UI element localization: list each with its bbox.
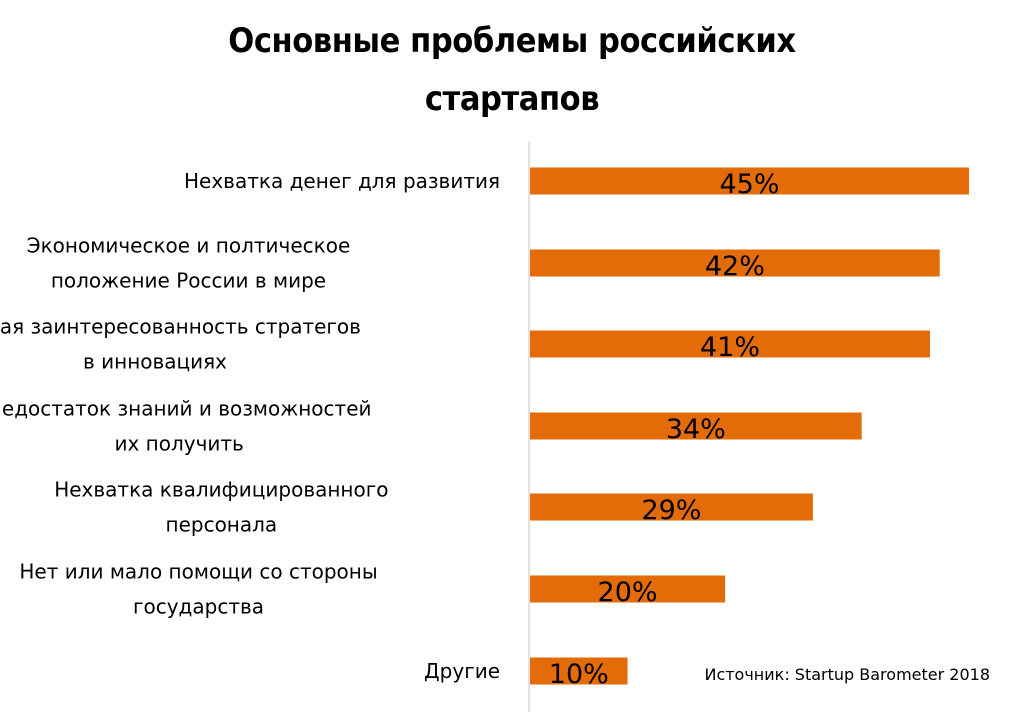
category-label-3: Недостаток знаний и возможностей их получ…: [0, 397, 371, 456]
category-label-0: Нехватка денег для развития: [184, 169, 500, 193]
bar-6: [530, 657, 628, 685]
category-label-line: Другие: [424, 659, 500, 683]
category-label-line: Нехватка квалифицированного: [54, 478, 388, 502]
value-label-1: 42%: [705, 251, 765, 282]
category-label-line: Низкая заинтересованность стратегов: [0, 315, 361, 339]
category-label-line: Недостаток знаний и возможностей: [0, 397, 371, 421]
value-label-4: 29%: [641, 495, 701, 526]
category-label-2: Низкая заинтересованность стратегов в инн…: [0, 315, 361, 374]
category-label-line: Нет или мало помощи со стороны: [19, 560, 377, 584]
bar-1: [530, 249, 940, 277]
value-label-5: 20%: [598, 577, 658, 608]
bar-2: [530, 330, 930, 358]
category-label-6: Другие: [424, 659, 500, 683]
category-label-line: Нехватка денег для развития: [184, 169, 500, 193]
category-label-1: Экономическое и полтическое положение Рос…: [27, 234, 351, 293]
category-label-line: положение России в мире: [51, 269, 326, 293]
bar-5: [530, 575, 726, 603]
value-label-2: 41%: [700, 332, 760, 363]
value-label-6: 10%: [549, 659, 609, 690]
category-label-line: персонала: [166, 513, 278, 537]
bar-0: [530, 167, 969, 195]
value-labels-layer: 45% 42% 41% 34% 29% 20% 10%: [549, 169, 780, 690]
category-label-line: государства: [133, 595, 264, 619]
value-label-3: 34%: [666, 414, 726, 445]
chart-title: Основные проблемы российских стартапов: [228, 21, 796, 119]
category-label-line: Экономическое и полтическое: [27, 234, 351, 258]
bar-4: [530, 493, 813, 521]
bar-3: [530, 412, 862, 440]
category-label-line: в инновациях: [83, 350, 227, 374]
category-label-line: их получить: [114, 432, 243, 456]
bars-layer: [530, 167, 969, 685]
source-note: Источник: Startup Barometer 2018: [704, 665, 990, 684]
category-label-4: Нехватка квалифицированного персонала: [54, 478, 388, 537]
category-label-5: Нет или мало помощи со стороны государств…: [19, 560, 377, 619]
category-labels-layer: Нехватка денег для развития Экономическое…: [0, 169, 500, 683]
value-label-0: 45%: [719, 169, 779, 200]
